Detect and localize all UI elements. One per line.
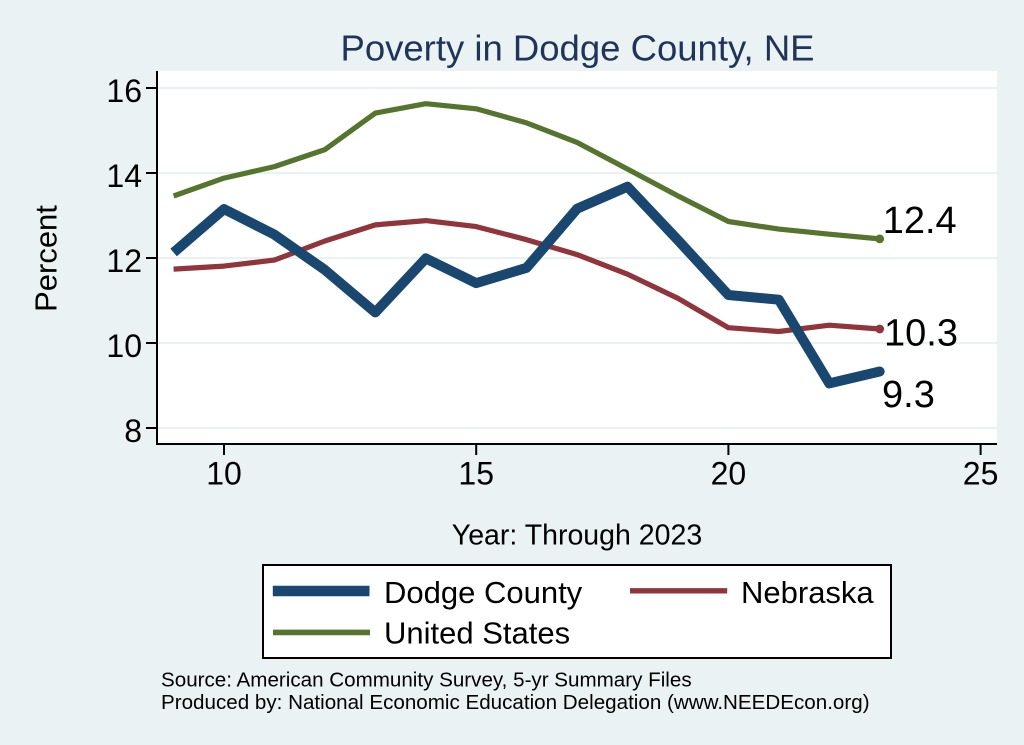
- svg-text:14: 14: [106, 158, 142, 194]
- svg-text:9.3: 9.3: [882, 374, 935, 416]
- svg-text:Percent: Percent: [29, 205, 64, 312]
- svg-text:12: 12: [106, 243, 142, 279]
- svg-text:10: 10: [206, 456, 242, 492]
- svg-text:Year: Through 2023: Year: Through 2023: [452, 519, 702, 551]
- svg-text:Nebraska: Nebraska: [741, 575, 874, 610]
- svg-text:Dodge County: Dodge County: [384, 575, 583, 610]
- svg-text:10: 10: [106, 328, 142, 364]
- svg-text:16: 16: [106, 73, 142, 109]
- svg-text:10.3: 10.3: [884, 313, 958, 355]
- svg-text:25: 25: [963, 456, 999, 492]
- svg-text:Produced by: National Economic: Produced by: National Economic Education…: [161, 691, 870, 714]
- svg-text:Source: American Community Sur: Source: American Community Survey, 5-yr …: [161, 669, 692, 692]
- svg-text:15: 15: [458, 456, 494, 492]
- svg-text:United States: United States: [384, 615, 570, 650]
- svg-text:12.4: 12.4: [883, 200, 957, 242]
- svg-text:8: 8: [124, 413, 142, 449]
- svg-text:Poverty in Dodge County, NE: Poverty in Dodge County, NE: [340, 28, 814, 69]
- svg-text:20: 20: [711, 456, 747, 492]
